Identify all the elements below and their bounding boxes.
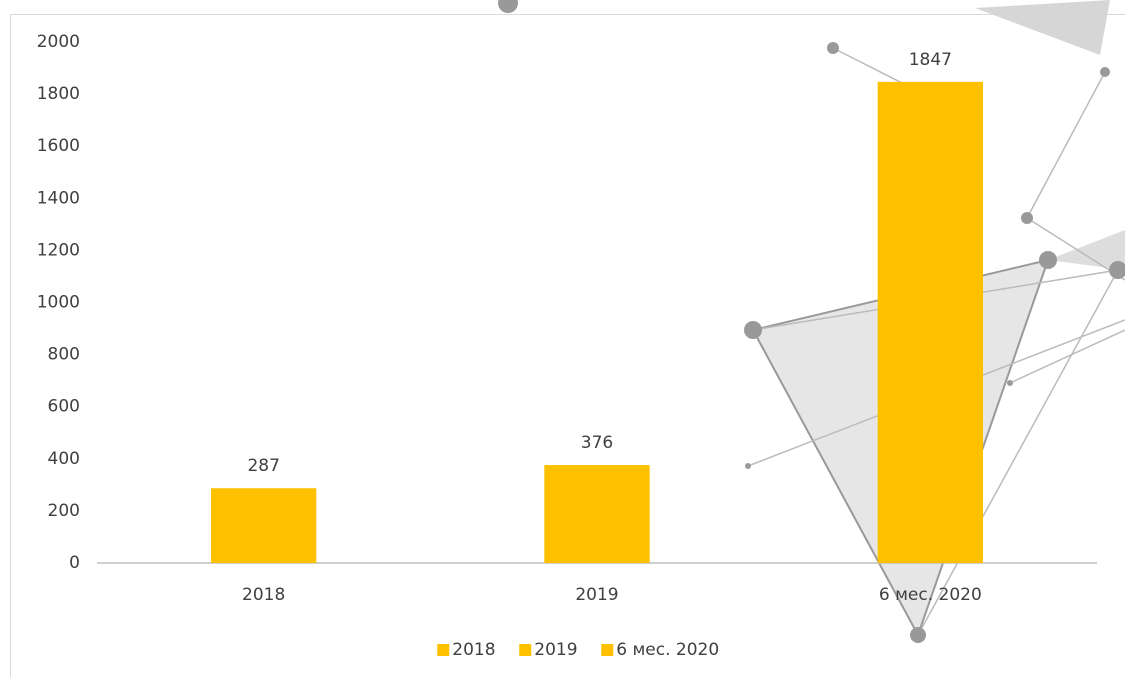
legend-swatch: [519, 644, 531, 656]
y-tick-label: 1200: [37, 240, 80, 260]
y-tick-label: 1000: [37, 293, 80, 313]
legend-label: 2019: [534, 640, 577, 660]
bar: [544, 465, 649, 563]
data-label: 287: [247, 456, 279, 476]
chart: 0 200 400 600 800 1000 1200 1400 1600 1800 2000 201…: [0, 0, 1125, 677]
y-tick-label: 2000: [37, 32, 80, 52]
y-tick-label: 1400: [37, 188, 80, 208]
legend-swatch: [437, 644, 449, 656]
bar: [211, 488, 316, 563]
y-tick-label: 200: [48, 501, 80, 521]
y-tick-label: 0: [69, 553, 80, 573]
data-label: 376: [581, 433, 613, 453]
legend-swatch: [601, 644, 613, 656]
x-tick-label: 2019: [575, 585, 618, 605]
legend-label: 2018: [452, 640, 495, 660]
legend-label: 6 мес. 2020: [616, 640, 719, 660]
y-tick-label: 1800: [37, 84, 80, 104]
bar: [878, 82, 983, 563]
y-tick-label: 800: [48, 345, 80, 365]
y-tick-label: 400: [48, 449, 80, 469]
y-tick-label: 600: [48, 397, 80, 417]
data-label: 1847: [909, 50, 952, 70]
y-tick-label: 1600: [37, 136, 80, 156]
x-tick-label: 6 мес. 2020: [879, 585, 982, 605]
x-tick-label: 2018: [242, 585, 285, 605]
